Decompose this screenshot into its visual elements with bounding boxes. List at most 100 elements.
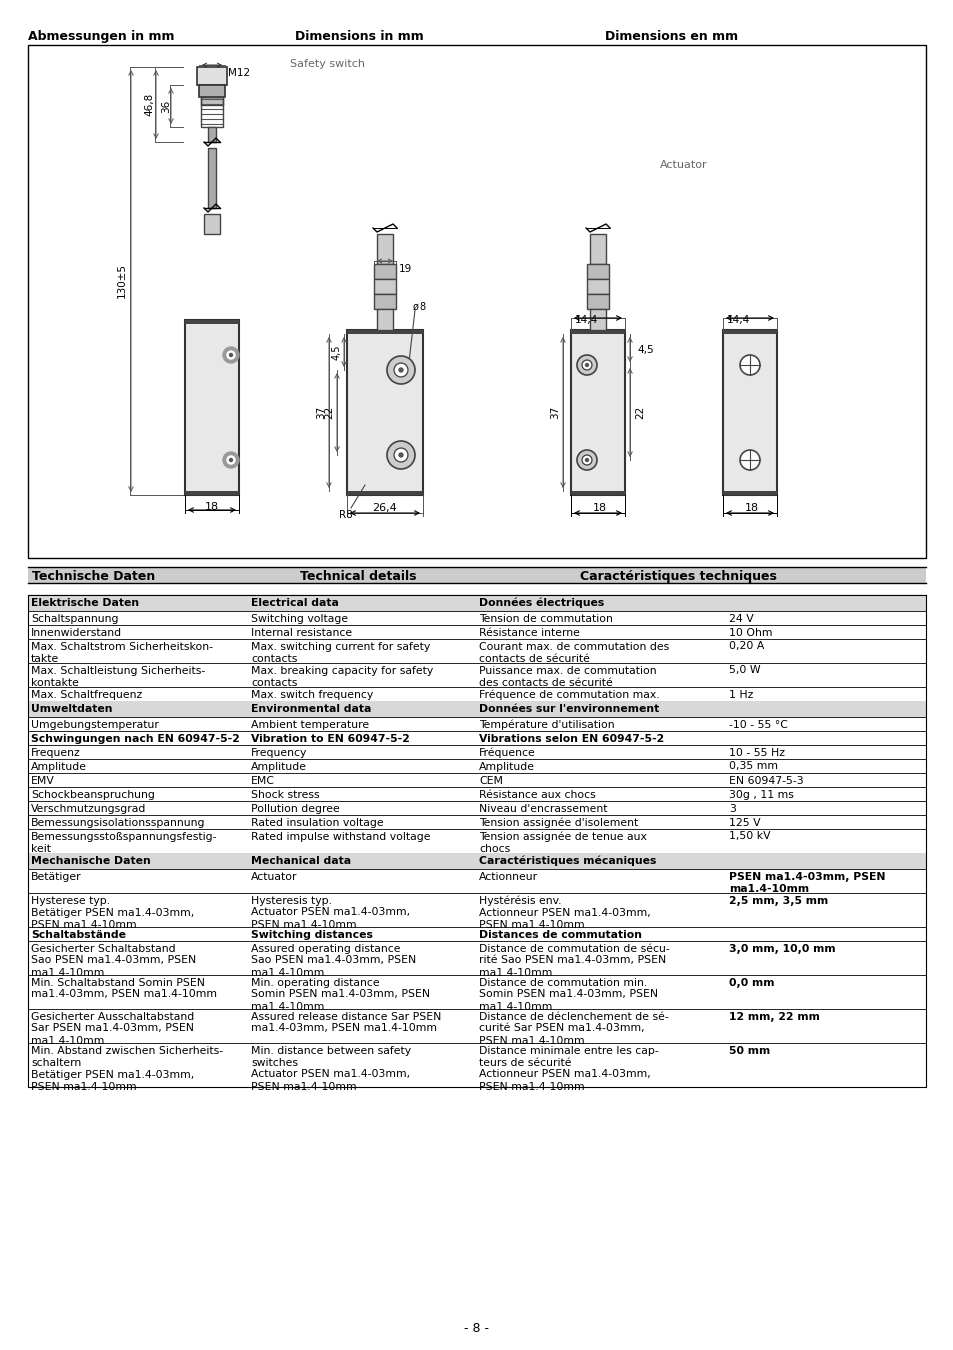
- Circle shape: [223, 347, 239, 363]
- Bar: [589, 234, 605, 265]
- Text: Hysterese typ.
Betätiger PSEN ma1.4-03mm,
PSEN ma1.4-10mm: Hysterese typ. Betätiger PSEN ma1.4-03mm…: [30, 895, 194, 930]
- Text: 5,0 W: 5,0 W: [728, 666, 760, 675]
- Text: Min. distance between safety
switches
Actuator PSEN ma1.4-03mm,
PSEN ma1.4-10mm: Min. distance between safety switches Ac…: [251, 1045, 411, 1092]
- Text: Caractéristiques techniques: Caractéristiques techniques: [579, 570, 776, 583]
- Bar: [586, 265, 608, 279]
- Text: Dimensions en mm: Dimensions en mm: [604, 30, 738, 43]
- Bar: [571, 329, 624, 495]
- Text: Max. Schaltstrom Sicherheitskon-
takte: Max. Schaltstrom Sicherheitskon- takte: [30, 641, 213, 663]
- Bar: [374, 279, 395, 294]
- Text: Environmental data: Environmental data: [251, 703, 371, 714]
- Text: Technische Daten: Technische Daten: [32, 570, 155, 583]
- Bar: [374, 294, 395, 309]
- Text: Bemessungsstoßspannungsfestig-
keit: Bemessungsstoßspannungsfestig- keit: [30, 832, 217, 853]
- Bar: [28, 701, 925, 717]
- Circle shape: [577, 355, 597, 375]
- Text: 125 V: 125 V: [728, 818, 760, 828]
- Bar: [374, 265, 395, 279]
- Text: Niveau d'encrassement: Niveau d'encrassement: [478, 803, 607, 814]
- Text: 18: 18: [205, 502, 219, 512]
- Circle shape: [223, 452, 239, 468]
- Text: Umweltdaten: Umweltdaten: [30, 703, 112, 714]
- Text: 24 V: 24 V: [728, 613, 753, 624]
- Text: 1 Hz: 1 Hz: [728, 690, 753, 699]
- Text: 130±5: 130±5: [117, 263, 127, 298]
- Text: Min. Schaltabstand Somin PSEN
ma1.4-03mm, PSEN ma1.4-10mm: Min. Schaltabstand Somin PSEN ma1.4-03mm…: [30, 977, 216, 999]
- Text: Actionneur: Actionneur: [478, 872, 537, 882]
- Text: 10 - 55 Hz: 10 - 55 Hz: [728, 748, 784, 757]
- Bar: [586, 279, 608, 294]
- Text: Vibration to EN 60947-5-2: Vibration to EN 60947-5-2: [251, 733, 410, 744]
- Text: Switching distances: Switching distances: [251, 930, 373, 940]
- Bar: [185, 320, 239, 324]
- Text: Max. switching current for safety
contacts: Max. switching current for safety contac…: [251, 641, 430, 663]
- Text: Données sur l'environnement: Données sur l'environnement: [478, 703, 659, 714]
- Text: Ambient temperature: Ambient temperature: [251, 720, 369, 729]
- Text: Rated insulation voltage: Rated insulation voltage: [251, 818, 383, 828]
- Text: Vibrations selon EN 60947-5-2: Vibrations selon EN 60947-5-2: [478, 733, 663, 744]
- Circle shape: [227, 456, 234, 464]
- Text: 8: 8: [418, 302, 425, 312]
- Bar: [199, 85, 225, 97]
- Text: Dimensions in mm: Dimensions in mm: [294, 30, 423, 43]
- Text: Puissance max. de commutation
des contacts de sécurité: Puissance max. de commutation des contac…: [478, 666, 656, 687]
- Text: Gesicherter Ausschaltabstand
Sar PSEN ma1.4-03mm, PSEN
ma1.4-10mm: Gesicherter Ausschaltabstand Sar PSEN ma…: [30, 1011, 194, 1045]
- Text: Elektrische Daten: Elektrische Daten: [30, 598, 139, 608]
- Bar: [586, 294, 608, 309]
- Circle shape: [740, 450, 760, 470]
- Text: 37: 37: [315, 406, 326, 418]
- Text: Electrical data: Electrical data: [251, 598, 338, 608]
- Text: Rated impulse withstand voltage: Rated impulse withstand voltage: [251, 832, 430, 841]
- Text: Courant max. de commutation des
contacts de sécurité: Courant max. de commutation des contacts…: [478, 641, 669, 663]
- Text: 0,20 A: 0,20 A: [728, 641, 763, 652]
- Bar: [201, 97, 223, 105]
- Text: Schockbeanspruchung: Schockbeanspruchung: [30, 790, 154, 799]
- Circle shape: [398, 454, 402, 458]
- Text: 50 mm: 50 mm: [728, 1045, 769, 1056]
- Circle shape: [585, 363, 588, 366]
- Text: 36: 36: [161, 100, 171, 112]
- Text: Verschmutzungsgrad: Verschmutzungsgrad: [30, 803, 146, 814]
- Text: Distance de déclenchement de sé-
curité Sar PSEN ma1.4-03mm,
PSEN ma1.4-10mm: Distance de déclenchement de sé- curité …: [478, 1011, 668, 1045]
- Text: 4,5: 4,5: [332, 344, 341, 359]
- Text: Gesicherter Schaltabstand
Sao PSEN ma1.4-03mm, PSEN
ma1.4-10mm: Gesicherter Schaltabstand Sao PSEN ma1.4…: [30, 944, 196, 977]
- Bar: [208, 148, 215, 208]
- Text: Abmessungen in mm: Abmessungen in mm: [28, 30, 174, 43]
- Text: 2,5 mm, 3,5 mm: 2,5 mm, 3,5 mm: [728, 895, 827, 906]
- Text: Min. Abstand zwischen Sicherheits-
schaltern
Betätiger PSEN ma1.4-03mm,
PSEN ma1: Min. Abstand zwischen Sicherheits- schal…: [30, 1045, 223, 1092]
- Text: Résistance interne: Résistance interne: [478, 628, 579, 637]
- Text: Frequenz: Frequenz: [30, 748, 81, 757]
- Text: Distances de commutation: Distances de commutation: [478, 930, 641, 940]
- Text: 14,4: 14,4: [726, 315, 749, 325]
- Bar: [571, 491, 624, 495]
- Text: -10 - 55 °C: -10 - 55 °C: [728, 720, 787, 729]
- Text: Frequency: Frequency: [251, 748, 307, 757]
- Text: M12: M12: [228, 68, 250, 78]
- Bar: [208, 127, 215, 142]
- Text: Schwingungen nach EN 60947-5-2: Schwingungen nach EN 60947-5-2: [30, 733, 239, 744]
- Text: Hystérésis env.
Actionneur PSEN ma1.4-03mm,
PSEN ma1.4-10mm: Hystérésis env. Actionneur PSEN ma1.4-03…: [478, 895, 650, 930]
- Text: Mechanical data: Mechanical data: [251, 856, 351, 865]
- Text: 10 Ohm: 10 Ohm: [728, 628, 772, 637]
- Circle shape: [227, 351, 234, 359]
- Text: Données électriques: Données électriques: [478, 598, 603, 608]
- Text: 12 mm, 22 mm: 12 mm, 22 mm: [728, 1011, 819, 1022]
- Circle shape: [740, 355, 760, 375]
- Text: Umgebungstemperatur: Umgebungstemperatur: [30, 720, 159, 729]
- Circle shape: [387, 356, 415, 383]
- Text: Distance de commutation min.
Somin PSEN ma1.4-03mm, PSEN
ma1.4-10mm: Distance de commutation min. Somin PSEN …: [478, 977, 658, 1011]
- Text: 37: 37: [550, 406, 559, 418]
- Text: Innenwiderstand: Innenwiderstand: [30, 628, 122, 637]
- Text: 3: 3: [728, 803, 735, 814]
- Circle shape: [581, 455, 592, 464]
- Text: EMC: EMC: [251, 775, 274, 786]
- Text: 0,35 mm: 0,35 mm: [728, 761, 778, 771]
- Text: Bemessungsisolationsspannung: Bemessungsisolationsspannung: [30, 818, 205, 828]
- Circle shape: [230, 354, 233, 356]
- Text: Distance de commutation de sécu-
rité Sao PSEN ma1.4-03mm, PSEN
ma1.4-10mm: Distance de commutation de sécu- rité Sa…: [478, 944, 669, 977]
- Bar: [722, 329, 776, 495]
- Text: 4,5: 4,5: [637, 344, 653, 355]
- Bar: [571, 329, 624, 333]
- Text: 18: 18: [744, 504, 759, 513]
- Circle shape: [230, 459, 233, 462]
